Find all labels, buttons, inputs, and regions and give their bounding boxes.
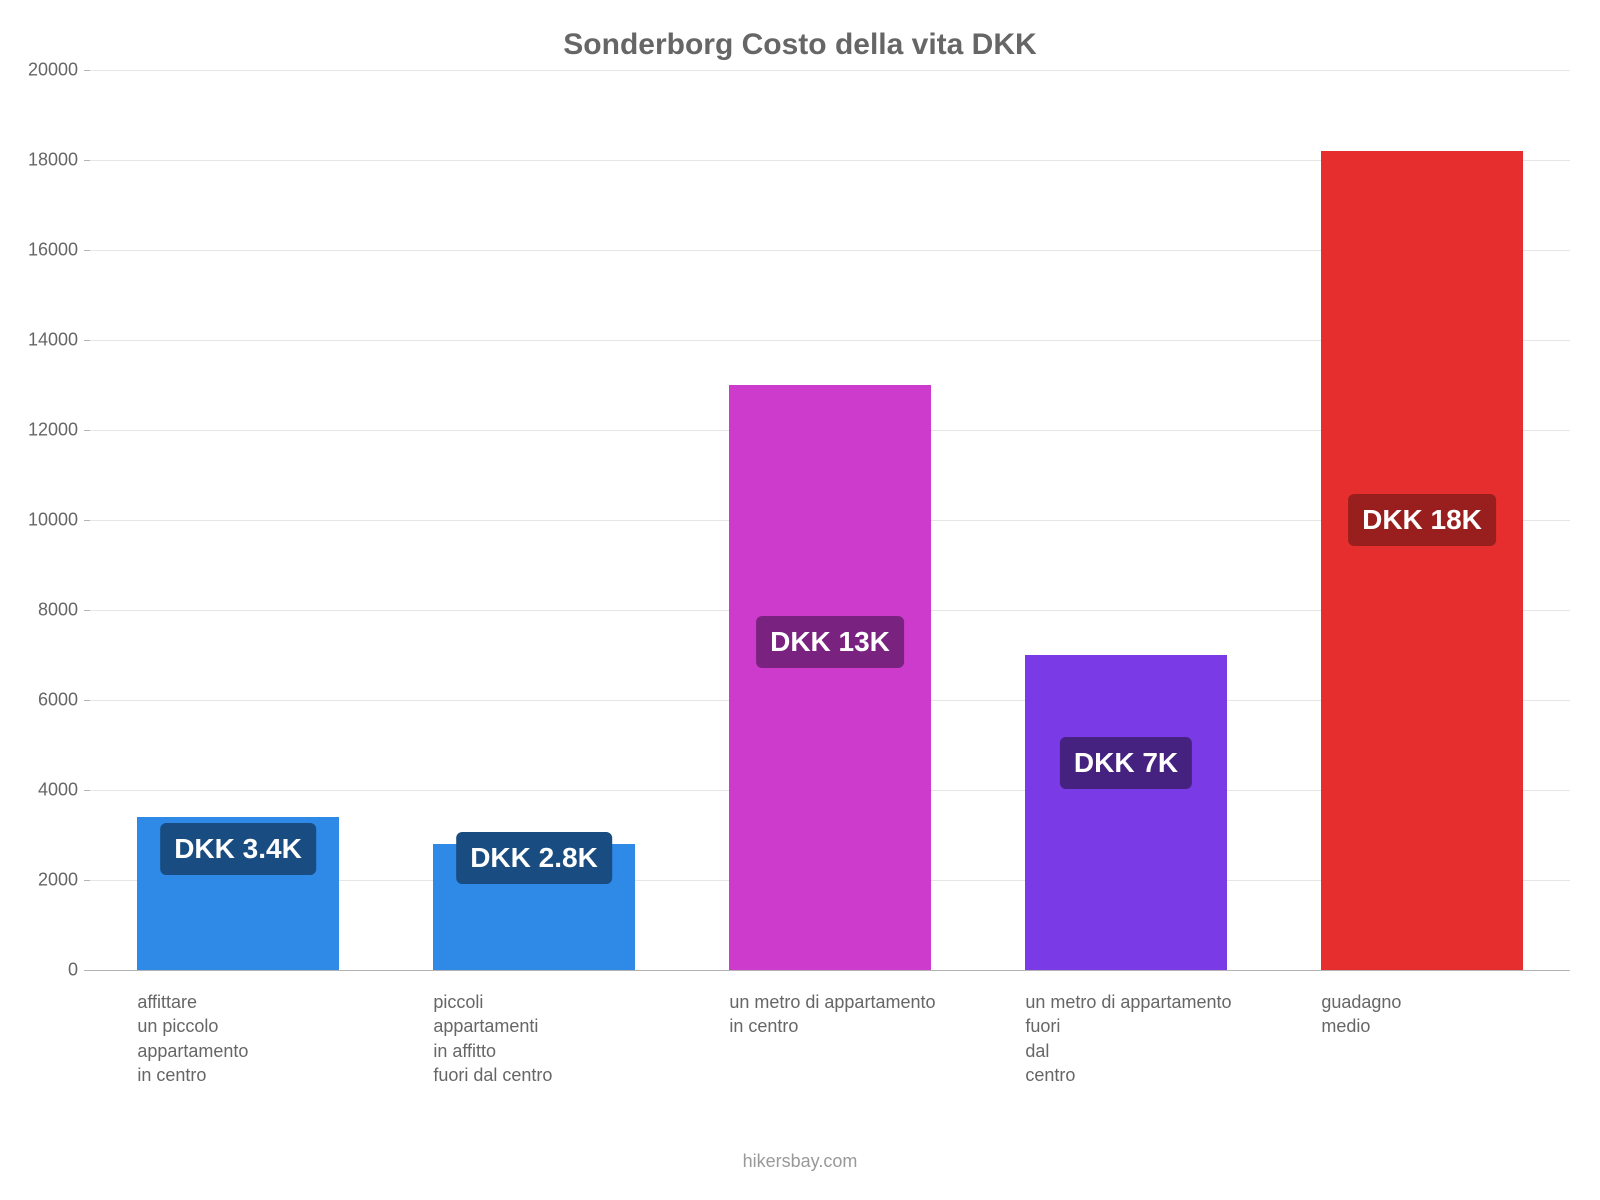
y-axis-label: 4000 xyxy=(0,780,78,801)
y-tick xyxy=(84,880,90,881)
x-axis-label-avg-salary: guadagno medio xyxy=(1321,990,1401,1039)
bar-sqm-outside xyxy=(1025,655,1226,970)
y-axis-label: 20000 xyxy=(0,60,78,81)
grid-line xyxy=(90,70,1570,71)
y-axis-label: 18000 xyxy=(0,150,78,171)
y-axis-label: 16000 xyxy=(0,240,78,261)
y-tick xyxy=(84,520,90,521)
x-axis-label-rent-small-outside: piccoli appartamenti in affitto fuori da… xyxy=(433,990,552,1087)
cost-of-living-chart: Sonderborg Costo della vita DKK 02000400… xyxy=(0,0,1600,1200)
y-axis-label: 12000 xyxy=(0,420,78,441)
bar-sqm-center xyxy=(729,385,930,970)
y-tick xyxy=(84,160,90,161)
y-axis-label: 6000 xyxy=(0,690,78,711)
value-badge-rent-small-center: DKK 3.4K xyxy=(160,823,316,875)
y-axis-label: 8000 xyxy=(0,600,78,621)
y-tick xyxy=(84,790,90,791)
x-axis-label-sqm-outside: un metro di appartamento fuori dal centr… xyxy=(1025,990,1231,1087)
chart-title: Sonderborg Costo della vita DKK xyxy=(0,28,1600,62)
value-badge-avg-salary: DKK 18K xyxy=(1348,494,1496,546)
value-badge-sqm-center: DKK 13K xyxy=(756,616,904,668)
attribution: hikersbay.com xyxy=(0,1151,1600,1172)
x-axis-label-sqm-center: un metro di appartamento in centro xyxy=(729,990,935,1039)
bar-avg-salary xyxy=(1321,151,1522,970)
x-axis-label-rent-small-center: affittare un piccolo appartamento in cen… xyxy=(137,990,248,1087)
y-tick xyxy=(84,430,90,431)
y-tick xyxy=(84,70,90,71)
y-axis-label: 14000 xyxy=(0,330,78,351)
y-axis-label: 10000 xyxy=(0,510,78,531)
y-axis-label: 2000 xyxy=(0,870,78,891)
grid-line xyxy=(90,970,1570,971)
value-badge-rent-small-outside: DKK 2.8K xyxy=(456,832,612,884)
y-tick xyxy=(84,970,90,971)
value-badge-sqm-outside: DKK 7K xyxy=(1060,737,1192,789)
plot-area: 0200040006000800010000120001400016000180… xyxy=(90,70,1570,970)
y-tick xyxy=(84,340,90,341)
y-tick xyxy=(84,700,90,701)
y-tick xyxy=(84,610,90,611)
y-axis-label: 0 xyxy=(0,960,78,981)
y-tick xyxy=(84,250,90,251)
